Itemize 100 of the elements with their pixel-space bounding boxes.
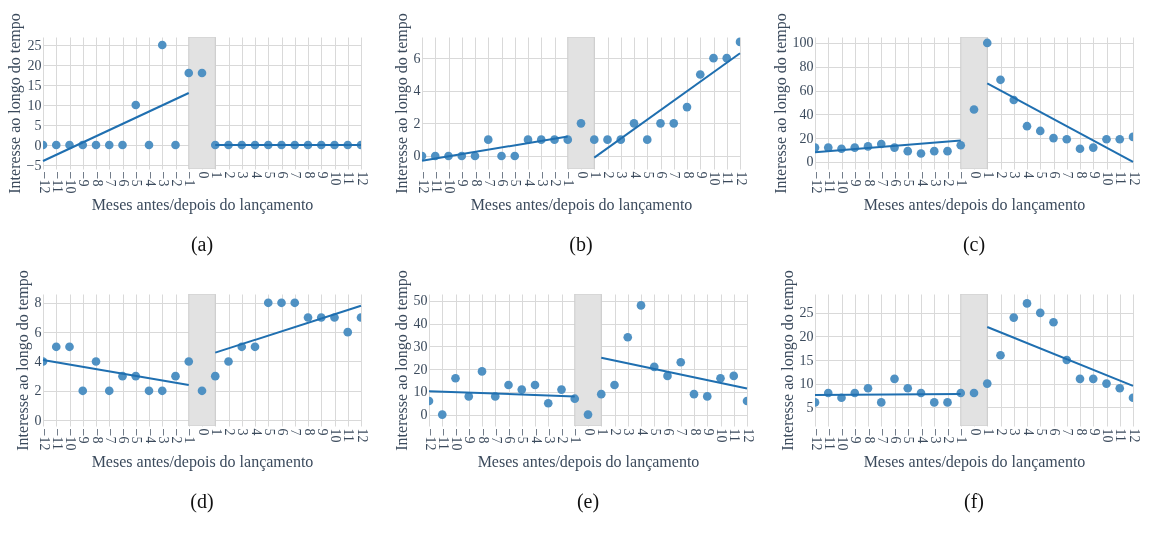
x-tick-label: −7 <box>874 171 890 187</box>
text: (f) <box>964 489 984 513</box>
x-tick-label: 11 <box>1113 171 1129 185</box>
y-tick-label: 5 <box>34 117 42 133</box>
y-tick-label: 40 <box>799 106 814 122</box>
x-tick-label: −5 <box>129 428 145 444</box>
x-tick-label: −2 <box>555 428 570 444</box>
point <box>996 350 1005 360</box>
x-tick-label: 11 <box>727 428 743 442</box>
point <box>716 373 725 383</box>
point <box>78 386 88 396</box>
x-tick-label: −4 <box>142 171 158 187</box>
point <box>1049 133 1058 143</box>
point <box>1075 144 1085 154</box>
point <box>118 140 127 150</box>
y-tick-label: 2 <box>413 115 421 131</box>
point <box>682 102 692 112</box>
x-tick-label: −12 <box>36 428 52 451</box>
y-tick-label: 4 <box>34 353 42 369</box>
x-tick-label: 1 <box>594 428 610 436</box>
point <box>583 410 593 419</box>
x-tick-label: 7 <box>1060 171 1076 179</box>
point <box>483 135 493 144</box>
point <box>477 367 487 376</box>
point <box>623 332 633 342</box>
x-tick-label: 7 <box>288 428 304 436</box>
point <box>437 410 447 419</box>
y-axis-title: Interesse ao longo do tempo <box>778 270 797 451</box>
x-tick-label: 7 <box>1060 428 1076 436</box>
x-axis-title: Meses antes/depois do lançamento <box>470 196 693 215</box>
y-tick-label: 30 <box>413 338 428 354</box>
x-tick-label: −7 <box>102 171 118 187</box>
y-tick-label: 8 <box>34 295 42 311</box>
point <box>669 119 679 128</box>
point <box>1035 126 1045 136</box>
point <box>144 386 154 396</box>
x-tick-label: −8 <box>475 428 491 444</box>
x-tick-label: 5 <box>1033 428 1049 436</box>
x-tick-label: 2 <box>601 171 616 179</box>
x-tick-label: −12 <box>808 428 824 451</box>
point <box>224 357 233 366</box>
y-axis-title: Interesse ao longo do tempo <box>5 13 24 194</box>
point <box>497 151 506 161</box>
y-axis-title: Interesse ao longo do tempo <box>392 270 411 451</box>
point <box>1062 134 1072 144</box>
x-tick-label: −9 <box>455 171 471 187</box>
point <box>1115 383 1125 393</box>
x-tick-label: −1 <box>182 171 198 187</box>
point <box>589 135 599 144</box>
x-tick-label: 10 <box>1100 171 1115 186</box>
x-tick-label: 12 <box>1126 171 1142 186</box>
y-tick-label: 0 <box>34 137 42 153</box>
x-tick-label: −4 <box>142 428 158 444</box>
text: (e) <box>576 489 600 513</box>
point <box>876 398 886 407</box>
x-tick-label: 4 <box>1020 171 1036 179</box>
x-tick-label: 4 <box>634 428 650 436</box>
x-tick-label: 9 <box>700 428 716 436</box>
y-tick-label: 20 <box>27 57 42 73</box>
x-axis-title: Meses antes/depois do lançamento <box>477 453 700 472</box>
y-tick-label: 40 <box>413 316 428 332</box>
point <box>676 357 686 367</box>
x-tick-label: 6 <box>654 171 669 179</box>
x-tick-label: −8 <box>89 428 105 444</box>
point <box>91 357 101 366</box>
y-tick-label: 10 <box>799 376 814 392</box>
x-tick-label: 6 <box>661 428 676 436</box>
x-tick-label: 11 <box>341 171 357 185</box>
point <box>929 146 939 156</box>
x-tick-label: 9 <box>314 428 330 436</box>
x-tick-label: −1 <box>182 428 198 444</box>
point <box>1075 374 1085 384</box>
x-tick-label: 10 <box>714 428 729 443</box>
y-tick-label: 10 <box>27 97 42 113</box>
point <box>250 342 260 352</box>
x-tick-label: −12 <box>808 171 824 194</box>
x-tick-label: 1 <box>980 428 996 436</box>
x-tick-label: −11 <box>49 171 65 193</box>
x-tick-label: 12 <box>354 171 370 186</box>
x-tick-label: 11 <box>720 171 736 185</box>
x-tick-label: −7 <box>481 171 497 187</box>
y-tick-label: 20 <box>799 328 814 344</box>
x-tick-label: −12 <box>415 171 431 194</box>
x-tick-label: 2 <box>608 428 623 436</box>
x-tick-label: 11 <box>1113 428 1129 442</box>
y-tick-label: 2 <box>34 383 42 399</box>
x-tick-label: −6 <box>888 428 903 444</box>
point <box>1088 374 1098 384</box>
x-tick-label: −9 <box>848 428 864 444</box>
y-tick-label: 0 <box>413 148 421 164</box>
x-tick-label: −2 <box>548 171 563 187</box>
point <box>610 380 619 390</box>
x-tick-label: −11 <box>821 428 837 450</box>
x-tick-label: 3 <box>621 428 637 436</box>
x-tick-label: 7 <box>667 171 683 179</box>
y-tick-label: 0 <box>420 407 428 423</box>
point <box>263 298 273 308</box>
x-tick-label: −8 <box>861 428 877 444</box>
point <box>943 146 952 156</box>
x-tick-label: −6 <box>502 428 517 444</box>
